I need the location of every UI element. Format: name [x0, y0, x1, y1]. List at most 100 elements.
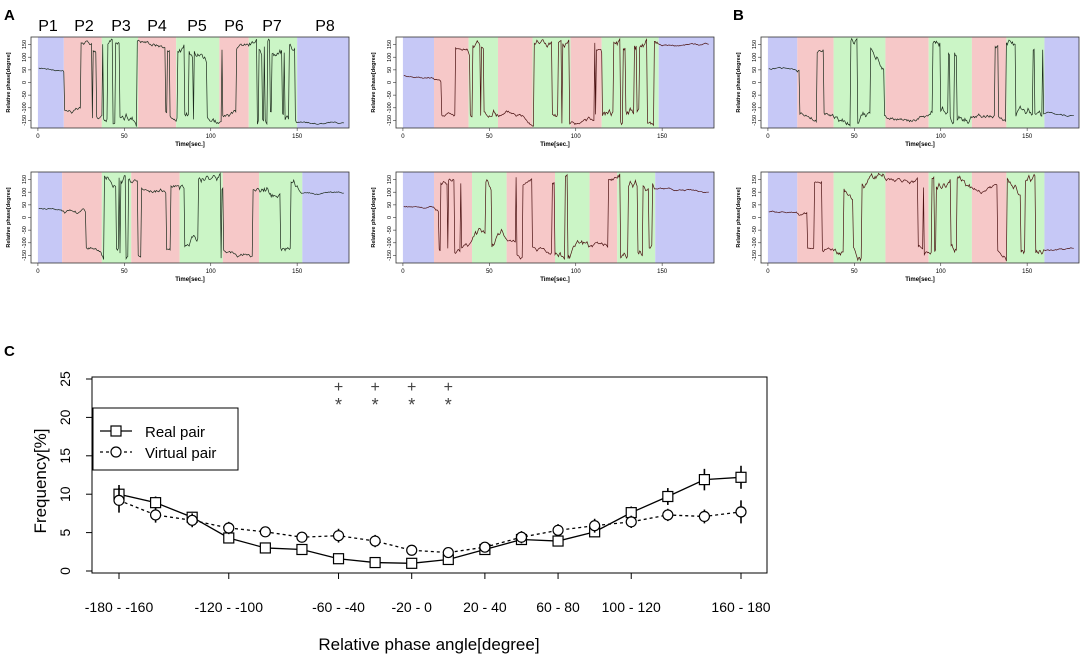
phase-band-p8: [658, 37, 714, 128]
phase-band-p6: [219, 37, 249, 128]
phase-band-p4: [131, 172, 180, 263]
data-point-circle: [662, 509, 674, 521]
phase-band-p7: [248, 37, 298, 128]
y-axis-label: Relative phase[degree]: [6, 187, 12, 247]
y-tick-label: 100: [387, 188, 393, 197]
data-point-square: [259, 542, 271, 554]
phase-band-p7: [617, 172, 656, 263]
phase-band-p3: [472, 172, 507, 263]
y-tick-label: -50: [22, 91, 28, 99]
phase-band-p2: [434, 37, 469, 128]
data-point-circle: [113, 494, 125, 506]
x-tick-label: 150: [1022, 269, 1033, 275]
y-tick-label: -150: [752, 250, 758, 261]
plot-frame: [91, 376, 768, 574]
phase-band-p3: [833, 172, 886, 263]
phase-label-p1: P1: [38, 18, 58, 35]
significance-plus: +: [444, 379, 453, 396]
y-tick-label: -100: [387, 102, 393, 113]
phase-label-p3: P3: [111, 18, 131, 35]
y-tick-label: 20: [57, 409, 73, 425]
y-tick-label: 50: [387, 67, 393, 73]
panel-label-b: B: [733, 7, 744, 24]
x-tick-label: 20 - 40: [463, 599, 507, 615]
y-tick-label: -100: [752, 102, 758, 113]
y-tick-label: 50: [752, 202, 758, 208]
data-point-circle: [589, 520, 601, 532]
data-point-circle: [223, 522, 235, 534]
legend-box: [92, 407, 239, 471]
series-real-pair: [113, 465, 747, 569]
y-tick-label: 150: [22, 40, 28, 49]
phase-trace: [38, 172, 344, 260]
y-tick-label: 15: [57, 448, 73, 464]
frequency-chart: 0 5 10 15 20 25 -180 - -160 -120 - -100 -60 - -4…: [31, 371, 771, 654]
x-tick-label: 0: [401, 269, 405, 275]
data-point-circle: [735, 506, 747, 518]
x-tick-label: 100: [206, 134, 217, 140]
series-line: [118, 476, 742, 564]
y-tick-label: -150: [22, 115, 28, 126]
data-point-square: [552, 535, 564, 547]
phase-label-p6: P6: [224, 18, 244, 35]
y-tick-label: 25: [57, 371, 73, 387]
x-tick-label: -120 - -100: [195, 599, 264, 615]
y-tick-label: 50: [22, 202, 28, 208]
data-point-circle: [625, 516, 637, 528]
x-tick-label: 100: [571, 134, 582, 140]
y-tick-label: -50: [752, 226, 758, 234]
phase-band-p1: [402, 172, 435, 263]
legend-label-virtual: Virtual pair: [145, 445, 216, 462]
y-tick-label: -150: [387, 115, 393, 126]
y-tick-label: 100: [752, 53, 758, 62]
significance-star: *: [372, 395, 379, 415]
x-tick-label: 150: [292, 134, 303, 140]
x-tick-label: -180 - -160: [85, 599, 154, 615]
time-panel-b2: -150 -100 -50 0 50 100 150 0 50 100 150 Time[sec.] R…: [736, 171, 1080, 283]
phase-band-p1: [767, 37, 798, 128]
phase-band-p2: [797, 37, 834, 128]
significance-plus: +: [334, 379, 343, 396]
y-axis-label: Relative phase[degree]: [6, 52, 12, 112]
phase-label-p8: P8: [315, 18, 335, 35]
data-point-circle: [296, 531, 308, 543]
y-tick-label: 50: [387, 202, 393, 208]
significance-annotations: +*+*+*+*: [334, 379, 453, 415]
x-tick-label: 0: [36, 134, 40, 140]
x-tick-label: 150: [657, 269, 668, 275]
y-tick-label: -50: [22, 226, 28, 234]
y-tick-label: -50: [752, 91, 758, 99]
y-tick-label: 50: [752, 67, 758, 73]
y-tick-label: 150: [22, 175, 28, 184]
phase-labels: P1 P2 P3 P4 P5 P6 P7 P8: [38, 18, 335, 35]
y-tick-label: 0: [752, 216, 758, 219]
data-point-square: [735, 471, 747, 483]
phase-band-p4: [497, 37, 533, 128]
x-tick-label: 0: [766, 269, 770, 275]
y-tick-label: 150: [752, 175, 758, 184]
time-panel-a4: -150 -100 -50 0 50 100 150 0 50 100 150 Time[sec.] R…: [371, 171, 715, 283]
y-tick-label: 0: [22, 81, 28, 84]
phase-label-p2: P2: [74, 18, 94, 35]
y-tick-label: 100: [387, 53, 393, 62]
x-tick-label: 100: [936, 134, 947, 140]
x-tick-label: 50: [121, 269, 128, 275]
phase-band-p1: [37, 37, 64, 128]
data-point-circle: [515, 531, 528, 543]
phase-band-p5: [555, 172, 590, 263]
phase-label-p7: P7: [262, 18, 282, 35]
significance-star: *: [445, 395, 452, 415]
phase-trace: [768, 37, 1074, 127]
significance-plus: +: [407, 379, 416, 396]
x-tick-label: 150: [292, 269, 303, 275]
time-panel-b1: -150 -100 -50 0 50 100 150 0 50 100 150 Time[sec.] R…: [736, 36, 1080, 148]
data-point-circle: [259, 526, 271, 538]
y-tick-label: 0: [387, 81, 393, 84]
x-tick-label: 100: [571, 269, 582, 275]
y-tick-label: -50: [387, 226, 393, 234]
phase-band-p8: [1044, 37, 1079, 128]
x-axis-label: Time[sec.]: [175, 142, 205, 148]
phase-band-p5: [176, 37, 220, 128]
y-axis-label: Relative phase[degree]: [371, 187, 377, 247]
